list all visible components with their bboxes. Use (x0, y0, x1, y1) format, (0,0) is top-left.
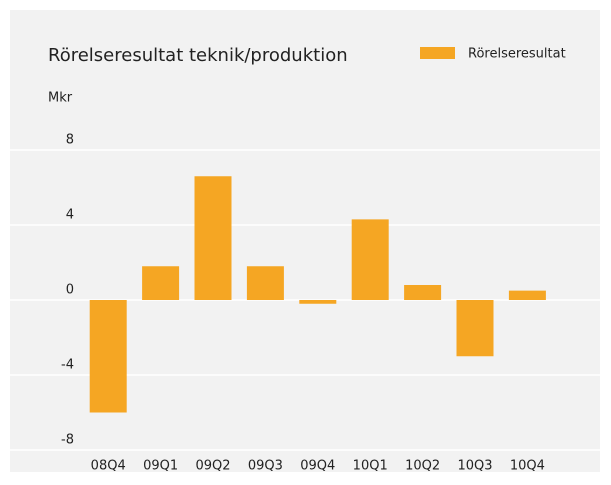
bar (508, 290, 546, 300)
bar (456, 300, 494, 357)
legend-swatch (420, 47, 455, 59)
y-tick-label: -8 (61, 433, 74, 448)
bar (89, 300, 127, 413)
x-tick-label: 10Q4 (510, 459, 545, 474)
bar (351, 219, 389, 300)
bar (299, 300, 337, 304)
x-tick-label: 09Q4 (300, 459, 335, 474)
y-axis-label: Mkr (48, 91, 73, 106)
x-tick-label: 08Q4 (91, 459, 126, 474)
bar (142, 266, 180, 300)
x-tick-label: 09Q1 (143, 459, 178, 474)
x-tick-label: 10Q3 (457, 459, 492, 474)
x-tick-label: 09Q3 (248, 459, 283, 474)
bar (246, 266, 284, 300)
y-tick-label: -4 (61, 358, 74, 373)
x-tick-label: 09Q2 (195, 459, 230, 474)
bar (404, 285, 442, 300)
legend-label: Rörelseresultat (468, 47, 566, 62)
y-tick-label: 4 (66, 208, 74, 223)
bar (194, 176, 232, 300)
y-tick-label: 8 (66, 133, 74, 148)
x-tick-label: 10Q2 (405, 459, 440, 474)
chart-title: Rörelseresultat teknik/produktion (48, 45, 348, 66)
y-tick-label: 0 (66, 283, 74, 298)
x-tick-label: 10Q1 (353, 459, 388, 474)
